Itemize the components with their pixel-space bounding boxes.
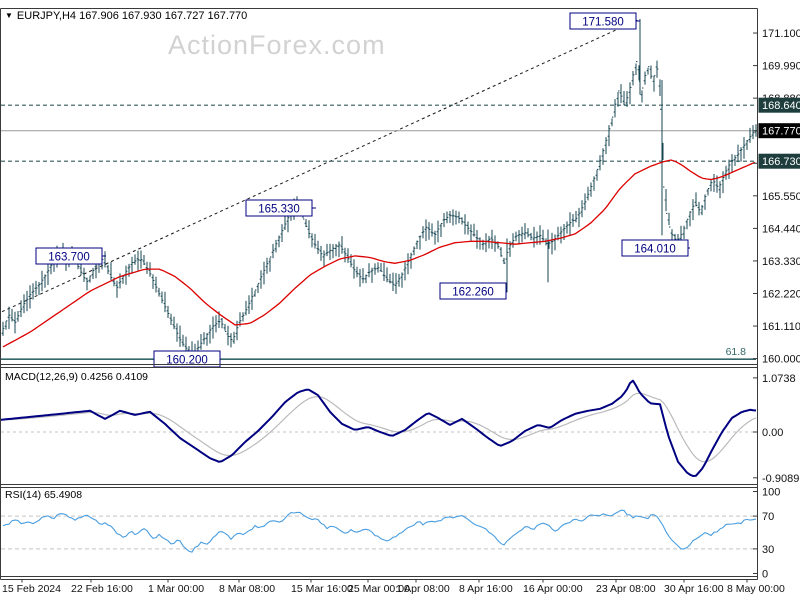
price-badge-168.640: 168.640: [758, 97, 800, 113]
chevron-down-icon[interactable]: ▼: [5, 11, 13, 20]
rsi-axis-label-70: 70: [762, 511, 774, 523]
swing-label-171.580[interactable]: 171.580: [569, 12, 640, 30]
macd-panel[interactable]: [0, 379, 757, 477]
swing-label-text: 171.580: [582, 17, 624, 29]
swing-label-box: [569, 12, 637, 30]
x-axis-label-15-Feb-2024: 15 Feb 2024: [2, 583, 61, 595]
price-badge-167.770: 167.770: [758, 123, 800, 139]
macd-axis-label-1.0738: 1.0738: [762, 373, 796, 385]
swing-label-165.330[interactable]: 165.330: [245, 199, 316, 217]
rsi-panel[interactable]: [1, 509, 757, 553]
y-axis-label-161.110: 161.110: [762, 321, 800, 333]
rsi-indicator-label: RSI(14) 65.4908: [5, 489, 83, 501]
price-badge-text: 166.730: [762, 156, 800, 168]
y-axis-label-169.990: 169.990: [762, 61, 800, 73]
x-axis-label-1-Apr-08-00: 1 Apr 08:00: [396, 583, 450, 595]
rsi-line: [2, 509, 757, 553]
price-bars[interactable]: [1, 60, 758, 363]
watermark: ActionForex.com: [168, 30, 386, 60]
rsi-axis-label-30: 30: [762, 544, 774, 556]
macd-indicator-label: MACD(12,26,9) 0.4256 0.4109: [5, 371, 149, 383]
y-axis-label-160.000: 160.000: [762, 354, 800, 366]
macd-signal-line: [1, 392, 757, 463]
swing-label-text: 165.330: [258, 204, 300, 216]
macd-axis-label-0.00: 0.00: [762, 427, 783, 439]
y-axis-label-171.100: 171.100: [762, 28, 800, 40]
swing-label-text: 162.260: [452, 287, 494, 299]
main-panel[interactable]: 61.8: [1, 18, 758, 363]
swing-label-text: 164.010: [634, 244, 676, 256]
swing-label-box: [439, 282, 507, 300]
x-axis-label-23-Apr-08-00: 23 Apr 08:00: [596, 583, 656, 595]
y-axis-label-165.550: 165.550: [762, 191, 800, 203]
symbol-title: ▼ EURJPY,H4 167.906 167.930 167.727 167.7…: [5, 10, 247, 22]
price-badge-text: 167.770: [762, 126, 800, 138]
swing-label-text: 160.200: [166, 355, 208, 367]
price-badge-text: 168.640: [762, 100, 800, 112]
x-axis-label-30-Apr-16-00: 30 Apr 16:00: [664, 583, 724, 595]
macd-main-line: [1, 379, 757, 477]
rsi-axis-label-0: 0: [762, 569, 768, 581]
x-axis-label-25-Mar-00-00: 25 Mar 00:00: [348, 583, 410, 595]
price-badge-166.730: 166.730: [758, 153, 800, 169]
x-axis-label-22-Feb-16-00: 22 Feb 16:00: [71, 583, 133, 595]
x-axis-label-1-Mar-00-00: 1 Mar 00:00: [148, 583, 204, 595]
x-axis-label-8-Apr-16-00: 8 Apr 16:00: [459, 583, 513, 595]
swing-label-162.260[interactable]: 162.260: [439, 282, 507, 300]
x-axis-label-16-Apr-00-00: 16 Apr 00:00: [523, 583, 583, 595]
symbol-title-text: EURJPY,H4 167.906 167.930 167.727 167.77…: [16, 10, 248, 22]
swing-label-box: [35, 247, 103, 265]
swing-label-box: [621, 239, 689, 257]
fib-61-8-label: 61.8: [726, 346, 747, 358]
swing-label-164.010[interactable]: 164.010: [621, 239, 690, 257]
y-axis-label-163.330: 163.330: [762, 256, 800, 268]
y-axis-label-162.220: 162.220: [762, 288, 800, 300]
moving-average-line[interactable]: [2, 159, 756, 348]
trendline[interactable]: [1, 18, 641, 313]
rsi-axis-label-100: 100: [762, 487, 780, 499]
swing-label-box: [245, 199, 313, 217]
x-axis-label-8-Mar-08-00: 8 Mar 08:00: [219, 583, 275, 595]
macd-axis-label--0.9089: -0.9089: [762, 473, 799, 485]
swing-label-163.700[interactable]: 163.700: [35, 247, 106, 265]
swing-label-text: 163.700: [48, 252, 90, 264]
x-axis-label-8-May-00-00: 8 May 00:00: [727, 583, 785, 595]
x-axis-label-15-Mar-16-00: 15 Mar 16:00: [291, 583, 353, 595]
y-axis-label-164.440: 164.440: [762, 223, 800, 235]
